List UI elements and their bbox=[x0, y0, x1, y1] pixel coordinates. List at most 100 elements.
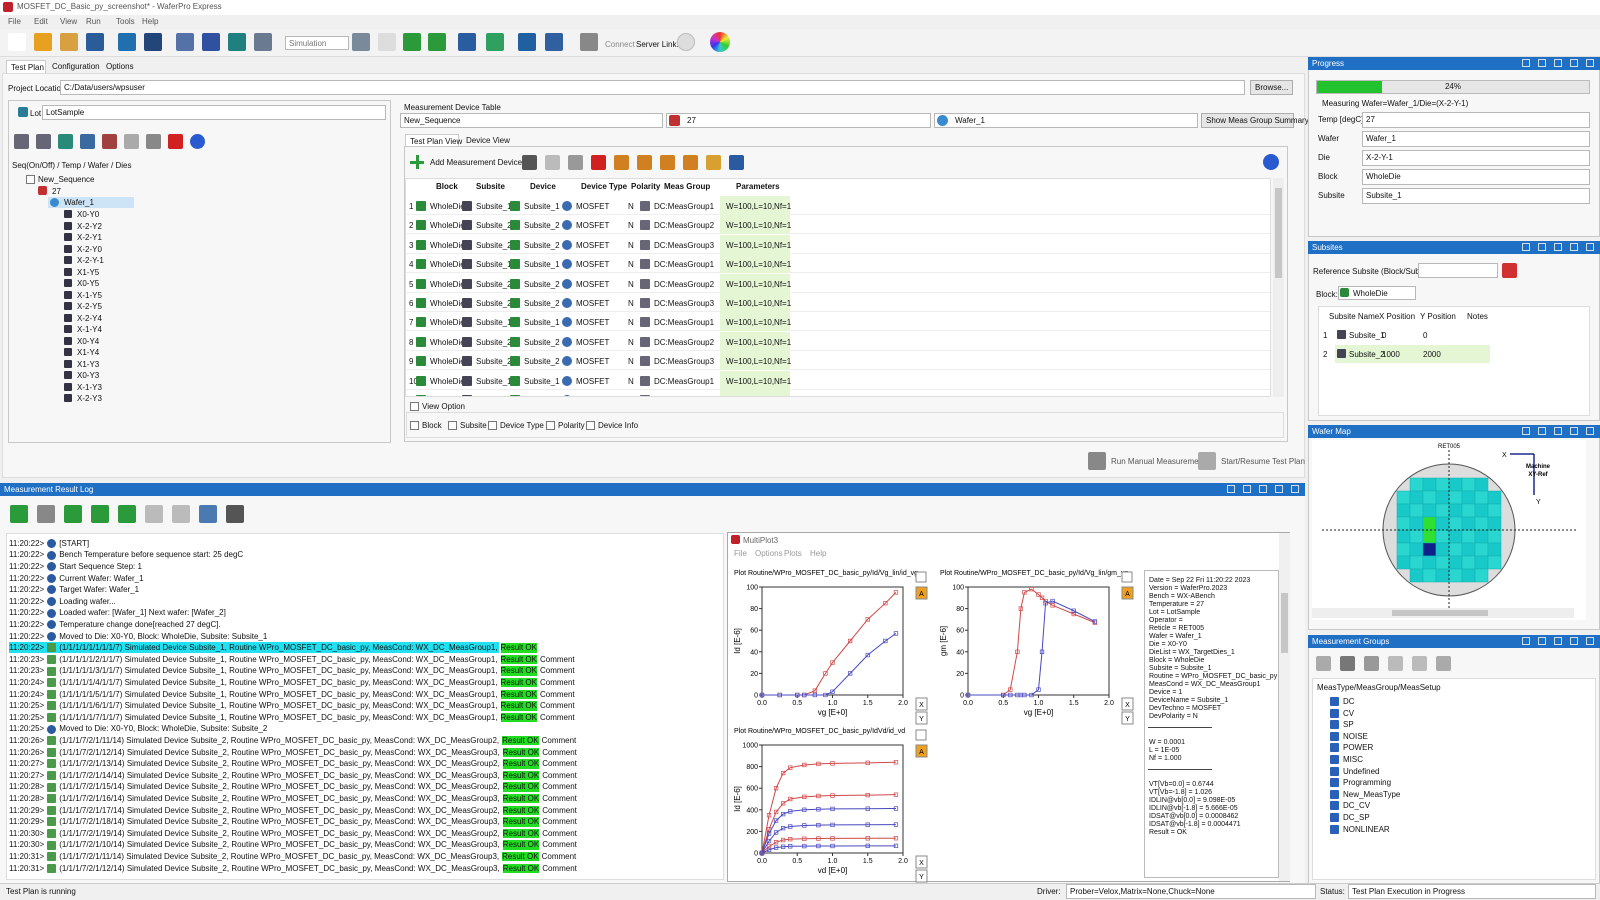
tree-die[interactable]: X0-Y0 bbox=[77, 210, 100, 219]
table-cell[interactable]: DC:MeasGroup3 bbox=[654, 357, 715, 367]
menu-item[interactable]: File bbox=[8, 17, 21, 26]
menu-item[interactable]: Run bbox=[86, 17, 101, 26]
add-device-button[interactable]: Add Measurement Device bbox=[430, 158, 523, 167]
table-cell[interactable]: Subsite_1 bbox=[524, 202, 560, 211]
table-cell[interactable]: MOSFET bbox=[576, 279, 610, 289]
menu-item[interactable]: Options bbox=[755, 549, 783, 558]
block-select[interactable]: WholeDie bbox=[1338, 286, 1416, 300]
table-cell[interactable]: W=100,L=10,Nf=1 bbox=[726, 376, 792, 386]
option-label[interactable]: Device Info bbox=[598, 421, 639, 430]
table-cell[interactable]: W=100,L=10,Nf=1 bbox=[726, 299, 792, 308]
icon[interactable] bbox=[60, 33, 78, 51]
icon[interactable] bbox=[144, 33, 162, 51]
icon[interactable] bbox=[428, 33, 446, 51]
tree-die[interactable]: X1-Y3 bbox=[77, 359, 100, 369]
table-cell[interactable]: MOSFET bbox=[576, 357, 610, 367]
tree-die[interactable]: X0-Y3 bbox=[77, 371, 100, 380]
subsite-name[interactable]: Subsite_1 bbox=[1349, 331, 1385, 340]
icon[interactable] bbox=[254, 33, 272, 51]
table-cell[interactable]: WholeDie bbox=[430, 318, 465, 328]
table-cell[interactable]: DC:MeasGroup2 bbox=[654, 279, 715, 289]
table-cell[interactable]: W=100,L=10,Nf=1 bbox=[726, 318, 792, 328]
icon[interactable] bbox=[91, 505, 109, 523]
table-cell[interactable]: WholeDie bbox=[430, 202, 465, 211]
table-cell[interactable]: N bbox=[628, 240, 634, 250]
tree-die[interactable]: X-2-Y5 bbox=[77, 302, 102, 311]
tree-die[interactable]: X-2-Y1 bbox=[77, 233, 102, 242]
group-item[interactable]: POWER bbox=[1343, 743, 1374, 753]
table-cell[interactable]: Subsite_2 bbox=[476, 299, 512, 308]
subsite-name[interactable]: Subsite_2 bbox=[1349, 350, 1385, 359]
menu-item[interactable]: Edit bbox=[34, 17, 48, 26]
icon[interactable] bbox=[102, 134, 117, 149]
table-cell[interactable]: N bbox=[628, 357, 634, 367]
option-label[interactable]: Polarity bbox=[558, 421, 585, 430]
table-cell[interactable]: N bbox=[628, 202, 634, 211]
group-item[interactable]: NONLINEAR bbox=[1343, 824, 1390, 834]
icon[interactable] bbox=[378, 33, 396, 51]
icon[interactable] bbox=[522, 155, 537, 170]
menu-item[interactable]: Help bbox=[810, 549, 827, 558]
table-cell[interactable]: MOSFET bbox=[576, 240, 610, 250]
table-cell[interactable]: MOSFET bbox=[576, 202, 610, 211]
menu-item[interactable]: File bbox=[734, 549, 747, 558]
icon[interactable] bbox=[10, 505, 28, 523]
table-cell[interactable]: MOSFET bbox=[576, 396, 609, 397]
icon[interactable] bbox=[145, 505, 163, 523]
table-cell[interactable]: WholeDie bbox=[430, 299, 465, 308]
icon[interactable] bbox=[403, 33, 421, 51]
group-item[interactable]: New_MeasType bbox=[1343, 789, 1401, 799]
icon[interactable] bbox=[614, 155, 629, 170]
table-cell[interactable]: Subsite_2 bbox=[524, 221, 560, 231]
table-cell[interactable]: DC:MeasGroup2 bbox=[654, 396, 714, 397]
option-label[interactable]: Subsite bbox=[460, 421, 487, 430]
icon[interactable] bbox=[118, 33, 136, 51]
icon[interactable] bbox=[637, 155, 652, 170]
icon[interactable] bbox=[202, 33, 220, 51]
project-location-field[interactable]: C:/Data/users/wpsuser bbox=[60, 80, 1245, 95]
view-option[interactable]: View Option bbox=[422, 402, 465, 411]
table-cell[interactable]: Subsite_2 bbox=[476, 240, 512, 250]
icon[interactable] bbox=[1436, 656, 1451, 671]
icon[interactable] bbox=[591, 155, 606, 170]
group-item[interactable]: Programming bbox=[1343, 778, 1392, 788]
table-cell[interactable]: W=100,L=10,Nf=1 bbox=[726, 202, 792, 211]
table-cell[interactable]: DC:MeasGroup1 bbox=[654, 260, 715, 270]
icon[interactable] bbox=[1316, 656, 1331, 671]
icon[interactable] bbox=[518, 33, 536, 51]
table-cell[interactable]: DC:MeasGroup1 bbox=[654, 202, 715, 211]
icon[interactable] bbox=[729, 155, 744, 170]
table-cell[interactable]: MOSFET bbox=[576, 260, 610, 270]
table-cell[interactable]: Subsite_1 bbox=[476, 260, 512, 270]
color-wheel[interactable] bbox=[710, 32, 730, 52]
icon[interactable] bbox=[64, 505, 82, 523]
icon[interactable] bbox=[1263, 154, 1279, 170]
menu-item[interactable]: Help bbox=[142, 17, 159, 26]
menu-item[interactable]: Tools bbox=[116, 17, 135, 26]
table-cell[interactable]: DC:MeasGroup3 bbox=[654, 240, 715, 250]
table-cell[interactable]: MOSFET bbox=[576, 318, 610, 328]
add-icon[interactable] bbox=[410, 155, 424, 169]
table-cell[interactable]: Subsite_1 bbox=[476, 376, 512, 386]
group-item[interactable]: DC bbox=[1343, 697, 1355, 706]
group-item[interactable]: CV bbox=[1343, 708, 1355, 718]
table-cell[interactable]: DC:MeasGroup1 bbox=[654, 318, 715, 328]
tree-die[interactable]: X-2-Y4 bbox=[77, 313, 102, 323]
menu-item[interactable]: Plots bbox=[784, 549, 802, 558]
table-cell[interactable]: Subsite_2 bbox=[524, 337, 560, 347]
table-cell[interactable]: W=100,L=10,Nf=1 bbox=[726, 396, 791, 397]
icon[interactable] bbox=[36, 134, 51, 149]
table-cell[interactable]: DC:MeasGroup1 bbox=[654, 376, 715, 386]
icon[interactable] bbox=[1412, 656, 1427, 671]
group-item[interactable]: DC_SP bbox=[1343, 813, 1370, 822]
table-cell[interactable]: DC:MeasGroup2 bbox=[654, 337, 715, 347]
table-cell[interactable]: WholeDie bbox=[430, 337, 465, 347]
icon[interactable] bbox=[1364, 656, 1379, 671]
table-cell[interactable]: W=100,L=10,Nf=1 bbox=[726, 260, 792, 270]
table-cell[interactable]: W=100,L=10,Nf=1 bbox=[726, 337, 792, 347]
icon[interactable] bbox=[226, 505, 244, 523]
icon[interactable] bbox=[176, 33, 194, 51]
icon[interactable] bbox=[34, 33, 52, 51]
action-button[interactable]: Run Manual Measurement bbox=[1111, 457, 1206, 466]
table-cell[interactable]: N bbox=[628, 221, 634, 231]
